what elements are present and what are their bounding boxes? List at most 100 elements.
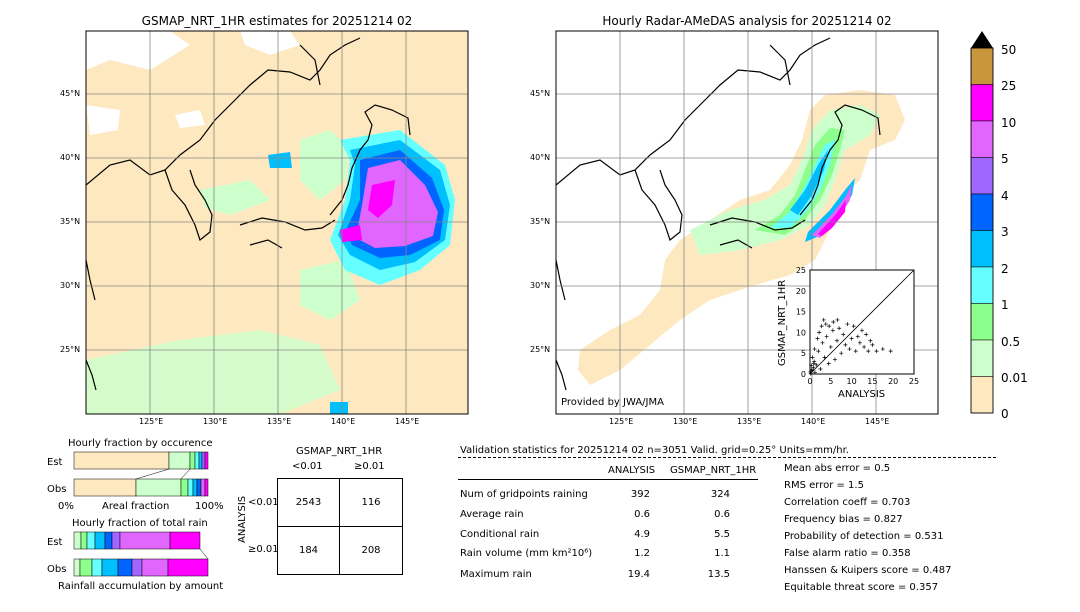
scatter-point xyxy=(817,330,822,335)
colorbar-swatch xyxy=(970,303,994,341)
occurrence-segment xyxy=(135,478,182,497)
colorbar-swatch xyxy=(970,120,994,158)
contingency-cell: 116 xyxy=(361,497,381,508)
occurrence-segment xyxy=(73,478,137,497)
total-rain-segment xyxy=(73,531,82,550)
colorbar-swatch xyxy=(970,84,994,122)
scatter-point xyxy=(809,363,814,368)
scatter-point xyxy=(845,322,850,327)
occurrence-segment xyxy=(194,451,200,470)
scatter-point xyxy=(823,322,828,327)
stat-gsmap-value: 1.1 xyxy=(714,548,730,559)
colorbar-swatch xyxy=(970,376,994,414)
score-line: Frequency bias = 0.827 xyxy=(784,514,903,525)
total-rain-segment xyxy=(86,531,96,550)
scatter-y-tick: 10 xyxy=(796,328,806,337)
left-lat-label: 40°N xyxy=(60,153,81,162)
scatter-point xyxy=(843,342,848,347)
right-lat-label: 40°N xyxy=(530,153,551,162)
scatter-point xyxy=(864,332,869,337)
right-lon-label: 130°E xyxy=(673,417,698,426)
right-lat-label: 30°N xyxy=(530,281,551,290)
contingency-title: GSMAP_NRT_1HR xyxy=(296,446,383,457)
colorbar-label: 1 xyxy=(1001,298,1009,312)
contingency-col-header: ≥0.01 xyxy=(354,461,385,472)
left-lat-label: 25°N xyxy=(60,345,81,354)
scatter-y-tick: 5 xyxy=(801,349,806,358)
occurrence-segment xyxy=(73,451,170,470)
contingency-row-header: <0.01 xyxy=(248,497,279,508)
occurrence-row-label: Obs xyxy=(47,484,67,495)
left-lon-label: 145°E xyxy=(395,417,420,426)
stat-analysis-value: 19.4 xyxy=(627,569,650,580)
total-rain-chart-title: Hourly fraction of total rain xyxy=(72,518,208,529)
colorbar-label: 0.5 xyxy=(1001,335,1021,349)
colorbar-swatch xyxy=(970,266,994,304)
scatter-point xyxy=(849,336,854,341)
scatter-y-tick: 0 xyxy=(801,370,806,379)
validation-rule xyxy=(458,479,758,480)
scatter-point xyxy=(816,349,821,354)
scatter-x-tick: 20 xyxy=(888,377,898,386)
validation-col-analysis: ANALYSIS xyxy=(608,465,656,476)
scatter-x-tick: 5 xyxy=(828,377,833,386)
left-lon-label: 130°E xyxy=(203,417,228,426)
contingency-col-header: <0.01 xyxy=(292,461,323,472)
validation-col-gsmap: GSMAP_NRT_1HR xyxy=(670,465,757,476)
validation-divider xyxy=(458,457,996,458)
scatter-point xyxy=(888,349,893,354)
right-lat-label: 45°N xyxy=(530,89,551,98)
right-lon-label: 145°E xyxy=(865,417,890,426)
occurrence-axis-left: 0% xyxy=(58,501,74,512)
scatter-point xyxy=(835,338,840,343)
occurrence-segment xyxy=(180,478,189,497)
colorbar xyxy=(970,31,994,414)
colorbar-label: 0.01 xyxy=(1001,371,1028,385)
scatter-point xyxy=(830,328,835,333)
right-lat-label: 25°N xyxy=(530,345,551,354)
score-line: Mean abs error = 0.5 xyxy=(784,463,891,474)
total-rain-segment xyxy=(91,558,103,577)
right-lon-label: 135°E xyxy=(737,417,762,426)
score-line: Probability of detection = 0.531 xyxy=(784,531,944,542)
scatter-point xyxy=(870,342,875,347)
left-lat-label: 45°N xyxy=(60,89,81,98)
right-lon-label: 140°E xyxy=(801,417,826,426)
scatter-point xyxy=(862,344,867,349)
scatter-y-tick: 25 xyxy=(796,266,806,275)
total-rain-segment xyxy=(94,531,106,550)
colorbar-label: 0 xyxy=(1001,407,1009,421)
occurrence-bars xyxy=(73,451,209,497)
scatter-point xyxy=(827,324,832,329)
data-credit: Provided by JWA/JMA xyxy=(561,397,664,408)
colorbar-label: 5 xyxy=(1001,152,1009,166)
scatter-point xyxy=(831,320,836,324)
scatter-point xyxy=(837,326,842,331)
scatter-x-tick: 15 xyxy=(867,377,877,386)
occurrence-segment xyxy=(198,451,203,470)
stat-label: Num of gridpoints raining xyxy=(460,489,588,500)
validation-header: Validation statistics for 20251214 02 n=… xyxy=(460,445,849,456)
total-rain-row-label: Obs xyxy=(47,564,67,575)
right-lat-label: 35°N xyxy=(530,217,551,226)
occurrence-axis-right: 100% xyxy=(195,501,224,512)
scatter-point xyxy=(811,365,816,370)
scatter-point xyxy=(808,369,813,374)
total-rain-segment xyxy=(119,531,171,550)
scatter-point xyxy=(857,340,862,345)
left-lon-label: 135°E xyxy=(267,417,292,426)
score-line: Hanssen & Kuipers score = 0.487 xyxy=(784,565,952,576)
contingency-cell: 2543 xyxy=(295,497,322,508)
scatter-x-tick: 10 xyxy=(847,377,857,386)
scatter-point xyxy=(874,349,879,354)
scatter-point xyxy=(868,338,873,343)
score-line: RMS error = 1.5 xyxy=(784,480,864,491)
scatter-point xyxy=(822,355,827,360)
total-rain-segment xyxy=(117,558,133,577)
contingency-table: 2543 116 184 208 xyxy=(277,478,403,575)
occurrence-segment xyxy=(196,478,202,497)
scatter-point xyxy=(866,349,871,354)
scatter-y-tick: 20 xyxy=(796,287,806,296)
scatter-point xyxy=(819,324,824,329)
scatter-inset: 00 5 5 10 10 15 15 20 20 25 25 xyxy=(796,266,919,386)
